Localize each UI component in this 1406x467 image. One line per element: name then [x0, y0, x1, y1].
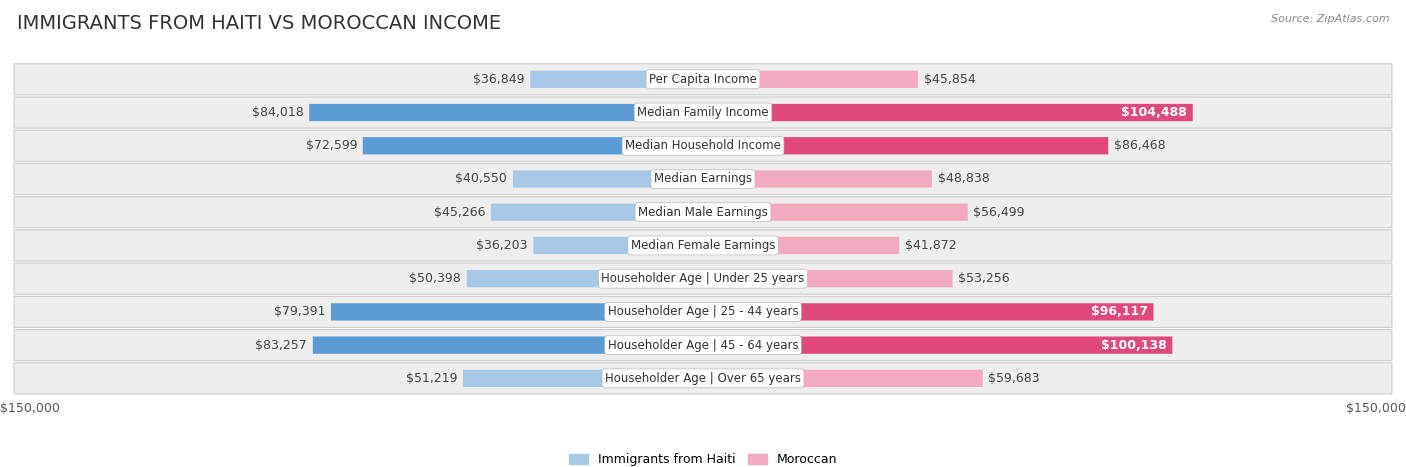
Text: Per Capita Income: Per Capita Income [650, 73, 756, 86]
Text: $59,683: $59,683 [988, 372, 1040, 385]
Text: Median Female Earnings: Median Female Earnings [631, 239, 775, 252]
FancyBboxPatch shape [309, 104, 703, 121]
FancyBboxPatch shape [14, 197, 1392, 228]
Text: $104,488: $104,488 [1122, 106, 1187, 119]
Text: Source: ZipAtlas.com: Source: ZipAtlas.com [1271, 14, 1389, 24]
Text: IMMIGRANTS FROM HAITI VS MOROCCAN INCOME: IMMIGRANTS FROM HAITI VS MOROCCAN INCOME [17, 14, 501, 33]
Text: $56,499: $56,499 [973, 206, 1025, 219]
FancyBboxPatch shape [14, 330, 1392, 361]
Text: $86,468: $86,468 [1114, 139, 1166, 152]
FancyBboxPatch shape [703, 370, 983, 387]
Text: $53,256: $53,256 [959, 272, 1010, 285]
Text: $36,849: $36,849 [474, 73, 524, 86]
FancyBboxPatch shape [330, 303, 703, 320]
FancyBboxPatch shape [703, 71, 918, 88]
Text: Householder Age | Under 25 years: Householder Age | Under 25 years [602, 272, 804, 285]
Text: $36,203: $36,203 [477, 239, 527, 252]
FancyBboxPatch shape [14, 230, 1392, 261]
FancyBboxPatch shape [533, 237, 703, 254]
Text: $40,550: $40,550 [456, 172, 508, 185]
FancyBboxPatch shape [14, 297, 1392, 327]
Text: $96,117: $96,117 [1091, 305, 1147, 318]
Text: $51,219: $51,219 [406, 372, 457, 385]
FancyBboxPatch shape [703, 104, 1192, 121]
FancyBboxPatch shape [14, 363, 1392, 394]
Text: $72,599: $72,599 [305, 139, 357, 152]
FancyBboxPatch shape [530, 71, 703, 88]
Text: Householder Age | Over 65 years: Householder Age | Over 65 years [605, 372, 801, 385]
FancyBboxPatch shape [703, 303, 1153, 320]
FancyBboxPatch shape [463, 370, 703, 387]
FancyBboxPatch shape [703, 270, 953, 287]
FancyBboxPatch shape [703, 237, 900, 254]
FancyBboxPatch shape [312, 337, 703, 354]
Text: $48,838: $48,838 [938, 172, 990, 185]
FancyBboxPatch shape [703, 337, 1173, 354]
FancyBboxPatch shape [14, 97, 1392, 128]
FancyBboxPatch shape [703, 204, 967, 221]
Text: $45,266: $45,266 [433, 206, 485, 219]
FancyBboxPatch shape [703, 170, 932, 188]
FancyBboxPatch shape [513, 170, 703, 188]
FancyBboxPatch shape [14, 64, 1392, 95]
Text: $150,000: $150,000 [0, 402, 60, 415]
Text: $79,391: $79,391 [274, 305, 325, 318]
FancyBboxPatch shape [703, 137, 1108, 155]
Text: $100,138: $100,138 [1101, 339, 1167, 352]
Text: $41,872: $41,872 [905, 239, 956, 252]
Legend: Immigrants from Haiti, Moroccan: Immigrants from Haiti, Moroccan [564, 448, 842, 467]
Text: $84,018: $84,018 [252, 106, 304, 119]
Text: $83,257: $83,257 [256, 339, 307, 352]
Text: Median Male Earnings: Median Male Earnings [638, 206, 768, 219]
FancyBboxPatch shape [491, 204, 703, 221]
Text: $50,398: $50,398 [409, 272, 461, 285]
FancyBboxPatch shape [14, 163, 1392, 195]
Text: Median Family Income: Median Family Income [637, 106, 769, 119]
Text: $150,000: $150,000 [1346, 402, 1406, 415]
FancyBboxPatch shape [467, 270, 703, 287]
Text: Householder Age | 25 - 44 years: Householder Age | 25 - 44 years [607, 305, 799, 318]
Text: Median Household Income: Median Household Income [626, 139, 780, 152]
Text: $45,854: $45,854 [924, 73, 976, 86]
Text: Householder Age | 45 - 64 years: Householder Age | 45 - 64 years [607, 339, 799, 352]
FancyBboxPatch shape [14, 263, 1392, 294]
FancyBboxPatch shape [363, 137, 703, 155]
Text: Median Earnings: Median Earnings [654, 172, 752, 185]
FancyBboxPatch shape [14, 130, 1392, 161]
